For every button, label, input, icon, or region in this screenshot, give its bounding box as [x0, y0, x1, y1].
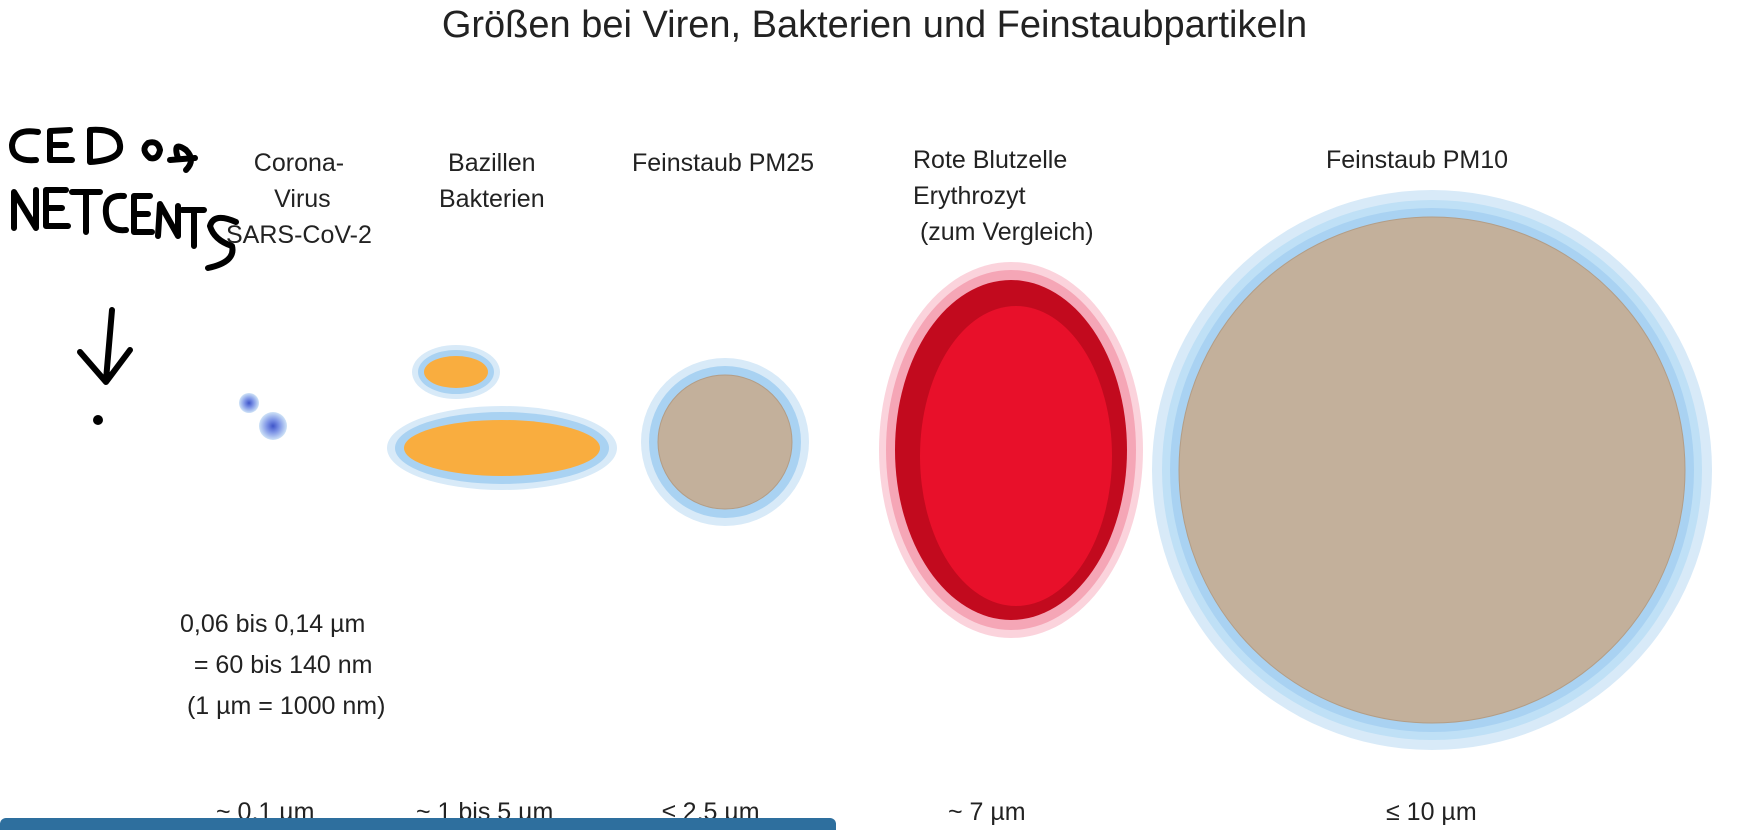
label-bacteria: Bazillen Bakterien	[439, 149, 545, 213]
label-rbc: Rote Blutzelle Erythrozyt (zum Vergleich…	[913, 146, 1094, 246]
figure-title: Größen bei Viren, Bakterien und Feinstau…	[441, 4, 1308, 46]
pm25-particle	[641, 358, 809, 526]
pm10-particle	[1152, 190, 1712, 750]
size-rbc: ~ 7 µm	[948, 798, 1026, 826]
handwritten-annotation	[9, 126, 239, 425]
label-pm25: Feinstaub PM25	[632, 149, 815, 177]
bacterium-large	[387, 406, 617, 490]
red-blood-cell	[879, 262, 1143, 638]
label-pm10: Feinstaub PM10	[1326, 146, 1509, 174]
label-virus: Corona- Virus SARS-CoV-2	[226, 149, 372, 249]
bacterium-small	[412, 345, 500, 399]
bottom-overlay-bar	[0, 818, 836, 830]
virus-particles	[239, 393, 287, 440]
size-pm10: ≤ 10 µm	[1386, 798, 1477, 826]
virus-size-note: 0,06 bis 0,14 µm = 60 bis 140 nm (1 µm =…	[180, 610, 386, 720]
